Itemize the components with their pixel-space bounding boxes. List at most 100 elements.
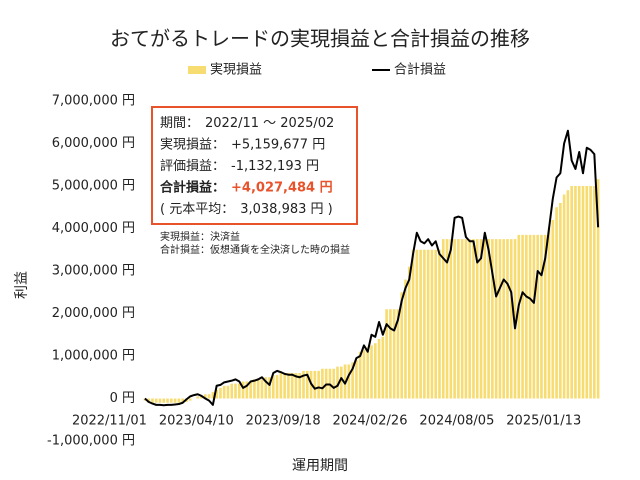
bar (404, 279, 407, 399)
bar (483, 239, 487, 399)
bar (253, 379, 256, 399)
bar (200, 396, 203, 399)
info-label: 合計損益： (160, 179, 225, 195)
bar (453, 239, 456, 399)
bar (211, 392, 215, 399)
bar (396, 309, 400, 399)
x-tick-label: 2024/08/05 (419, 414, 494, 429)
bar (385, 309, 388, 399)
bar (188, 398, 192, 401)
bar (215, 390, 218, 399)
bar (457, 239, 460, 399)
info-line: ( 元本平均： 3,038,983 円 ) (160, 202, 333, 217)
info-label: 実現損益： (160, 136, 225, 152)
info-value: 2022/11 ～ 2025/02 (205, 116, 334, 131)
bar (559, 203, 562, 399)
bar (506, 239, 509, 399)
bar (347, 364, 351, 399)
x-tick-label: 2022/11/01 (72, 414, 147, 429)
bar (407, 266, 411, 399)
chart-title: おてがるトレードの実現損益と合計損益の推移 (110, 27, 530, 51)
info-box (151, 106, 358, 225)
bar (502, 239, 506, 399)
info-note: 合計損益：仮想通貨を全決済した時の損益 (160, 243, 350, 256)
info-value: 3,038,983 円 ) (240, 202, 333, 217)
bar (491, 239, 494, 399)
bar (566, 190, 570, 399)
bar (472, 239, 475, 399)
bar (151, 398, 154, 403)
legend-label: 実現損益 (210, 62, 262, 78)
bar (237, 383, 241, 399)
info-line: 評価損益： -1,132,193 円 (160, 159, 319, 174)
y-tick-label: 3,000,000 円 (52, 264, 135, 279)
bar (351, 362, 354, 399)
y-axis-title: 利益 (14, 271, 30, 299)
bar (362, 349, 366, 399)
bar (268, 377, 271, 399)
bar (411, 249, 415, 399)
y-tick-label: 1,000,000 円 (52, 349, 135, 364)
info-note: 実現損益：決済益 (160, 230, 240, 243)
info-label: 評価損益： (160, 159, 225, 174)
bar (415, 249, 419, 399)
bar (532, 234, 536, 399)
bar (543, 234, 547, 399)
bar (377, 339, 381, 399)
info-line: 合計損益： +4,027,484 円 (160, 179, 333, 195)
bar (589, 186, 592, 399)
bar (279, 373, 283, 399)
bar (381, 336, 385, 399)
bar (219, 387, 222, 399)
y-tick-label: 6,000,000 円 (52, 136, 135, 151)
bar (389, 309, 392, 399)
bar (366, 347, 370, 399)
bar (305, 370, 309, 399)
bar (487, 239, 490, 399)
bar (517, 234, 521, 399)
bar (222, 385, 226, 399)
bar (241, 381, 245, 399)
x-tick-label: 2023/09/18 (246, 414, 321, 429)
bar (536, 234, 540, 399)
bar (373, 343, 377, 399)
bar (426, 249, 430, 399)
line (144, 129, 600, 407)
bar (525, 234, 528, 399)
bar (249, 381, 252, 399)
bar (593, 186, 596, 399)
bar (494, 239, 498, 399)
y-tick-label: 7,000,000 円 (52, 94, 135, 109)
bar (449, 239, 453, 399)
bar (181, 398, 184, 403)
x-tick-label: 2025/01/13 (506, 414, 581, 429)
y-tick-label: 0 円 (110, 391, 135, 406)
info-label: 期間： (160, 116, 199, 131)
x-tick-label: 2024/02/26 (333, 414, 408, 429)
bar (313, 370, 317, 399)
bar (479, 239, 483, 399)
legend-label: 合計損益 (394, 62, 446, 78)
bar (162, 398, 166, 403)
y-tick-label: 4,000,000 円 (52, 221, 135, 236)
bar (260, 379, 264, 399)
bar (207, 394, 211, 399)
bar (294, 373, 298, 399)
y-tick-label: 5,000,000 円 (52, 179, 135, 194)
x-tick-label: 2023/04/10 (159, 414, 234, 429)
bar (547, 228, 551, 399)
bar (540, 234, 543, 399)
info-value: +4,027,484 円 (231, 180, 333, 195)
bar (358, 351, 362, 399)
bar (419, 249, 422, 399)
bar (509, 239, 513, 399)
bar (196, 396, 200, 399)
bar (464, 239, 468, 399)
bar (287, 373, 290, 399)
bar (321, 368, 324, 399)
bar (438, 249, 441, 399)
info-line: 期間： 2022/11 ～ 2025/02 (160, 116, 334, 131)
bar (577, 186, 581, 399)
bar (441, 239, 445, 399)
bar (256, 379, 260, 399)
